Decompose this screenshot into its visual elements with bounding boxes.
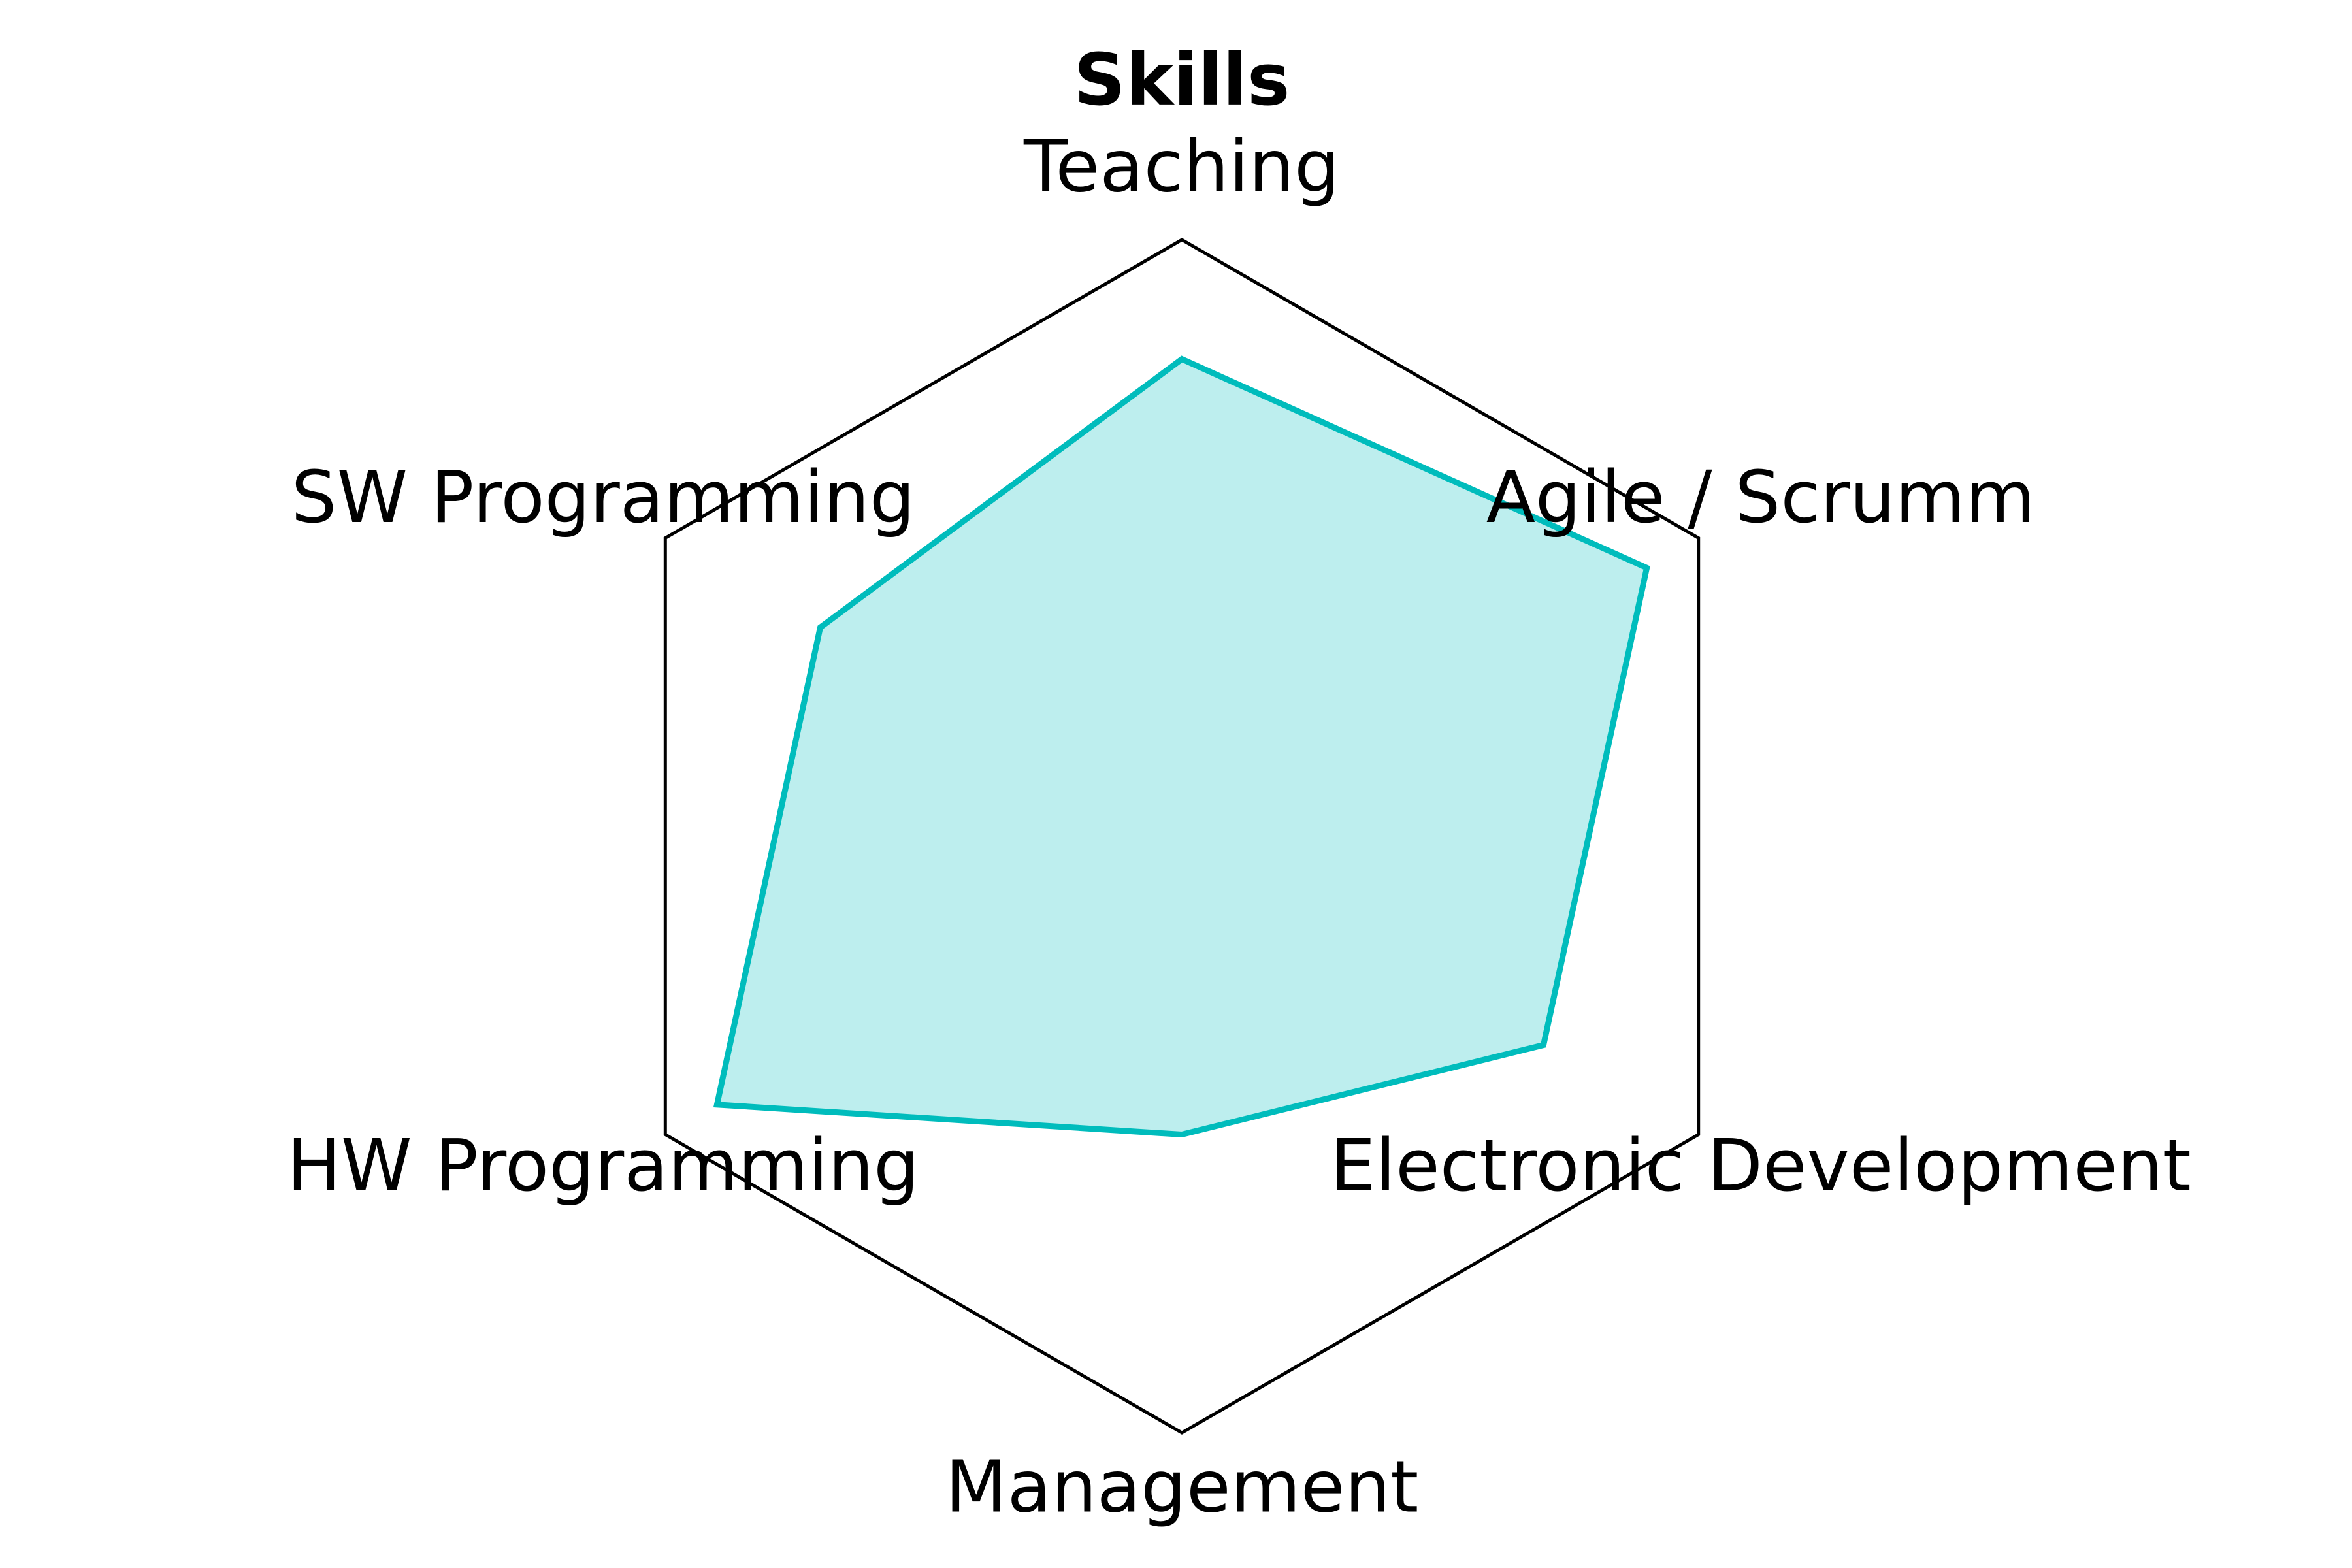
axis-labels: Teaching Agile / Scrumm Electronic Develop… (287, 124, 2191, 1528)
radar-frame (663, 238, 1701, 1435)
axis-label-5: SW Programming (291, 455, 915, 539)
axis-label-4: HW Programming (287, 1124, 919, 1207)
chart-title: Skills (1074, 38, 1290, 122)
axis-label-3: Management (945, 1445, 1419, 1528)
axis-label-1: Agile / Scrumm (1486, 455, 2035, 539)
axis-label-0: Teaching (1023, 124, 1340, 208)
series-area-0 (713, 355, 1650, 1138)
series-layer (713, 355, 1650, 1138)
axis-label-2: Electronic Development (1330, 1124, 2191, 1207)
